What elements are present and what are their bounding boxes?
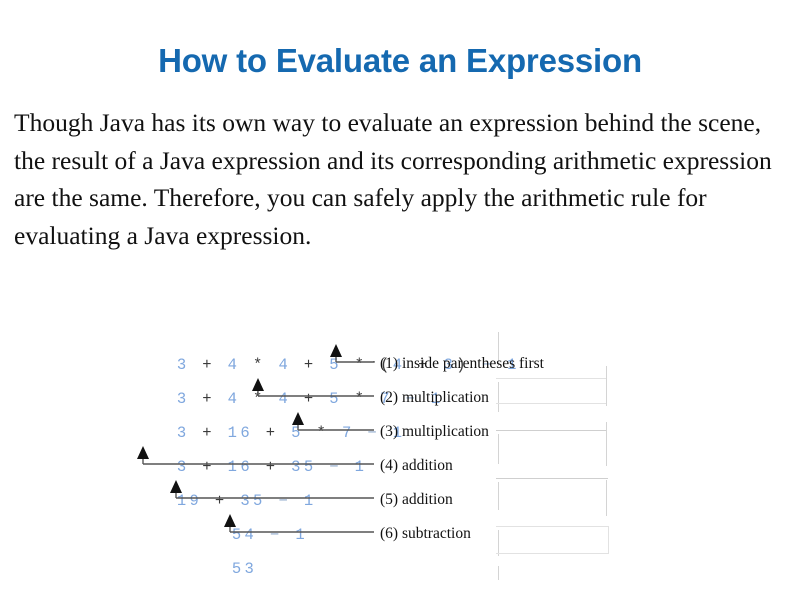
code-line-5: 19 + 35 − 1 bbox=[176, 492, 317, 510]
code-line-7-result: 53 bbox=[231, 560, 258, 578]
step-label-1: (1) inside parentheses first bbox=[380, 355, 544, 372]
code-line-4: 3 + 16 + 35 − 1 bbox=[176, 458, 368, 476]
step-label-2: (2) multiplication bbox=[380, 389, 489, 406]
step-label-6: (6) subtraction bbox=[380, 525, 471, 542]
step-connectors bbox=[137, 344, 375, 533]
expression-evaluation-diagram: 3 + 4 * 4 + 5 * (4 + 3) − 1 3 + 4 * 4 + … bbox=[118, 330, 618, 580]
step-label-4: (4) addition bbox=[380, 457, 453, 474]
page-title: How to Evaluate an Expression bbox=[158, 42, 642, 79]
code-line-3: 3 + 16 + 5 * 7 − 1 bbox=[176, 424, 406, 442]
step-label-5: (5) addition bbox=[380, 491, 453, 508]
step-label-3: (3) multiplication bbox=[380, 423, 489, 440]
code-line-2: 3 + 4 * 4 + 5 * 7 − 1 bbox=[176, 390, 444, 408]
code-line-6: 54 − 1 bbox=[231, 526, 309, 544]
body-paragraph: Though Java has its own way to evaluate … bbox=[14, 108, 772, 250]
code-line-1: 3 + 4 * 4 + 5 * (4 + 3) − 1 bbox=[176, 356, 520, 374]
